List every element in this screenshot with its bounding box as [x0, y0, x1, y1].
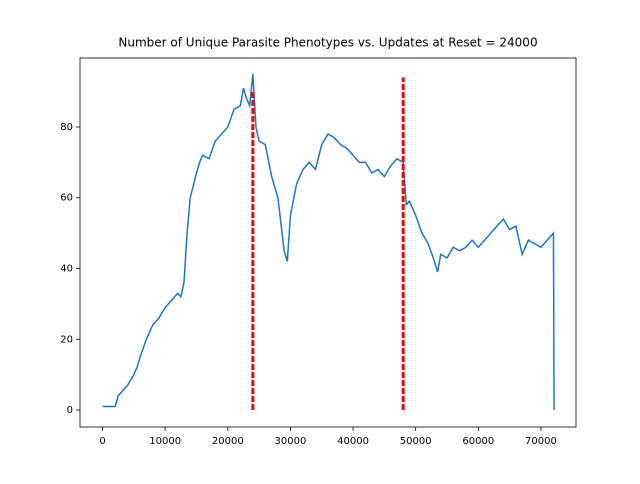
x-tick-label: 60000: [462, 436, 494, 447]
x-tick-label: 70000: [525, 436, 557, 447]
y-tick-label: 40: [60, 264, 73, 275]
x-tick-label: 30000: [275, 436, 307, 447]
x-tick-label: 50000: [400, 436, 432, 447]
y-tick-label: 20: [60, 334, 73, 345]
x-tick-label: 40000: [337, 436, 369, 447]
y-tick-label: 80: [60, 122, 73, 133]
x-tick-label: 10000: [149, 436, 181, 447]
x-tick-label: 0: [99, 436, 105, 447]
chart-title: Number of Unique Parasite Phenotypes vs.…: [118, 36, 537, 50]
plot-frame: [79, 57, 577, 428]
y-tick-label: 0: [67, 405, 73, 416]
y-tick-label: 60: [60, 193, 73, 204]
data-line: [102, 73, 555, 411]
x-tick-label: 20000: [212, 436, 244, 447]
